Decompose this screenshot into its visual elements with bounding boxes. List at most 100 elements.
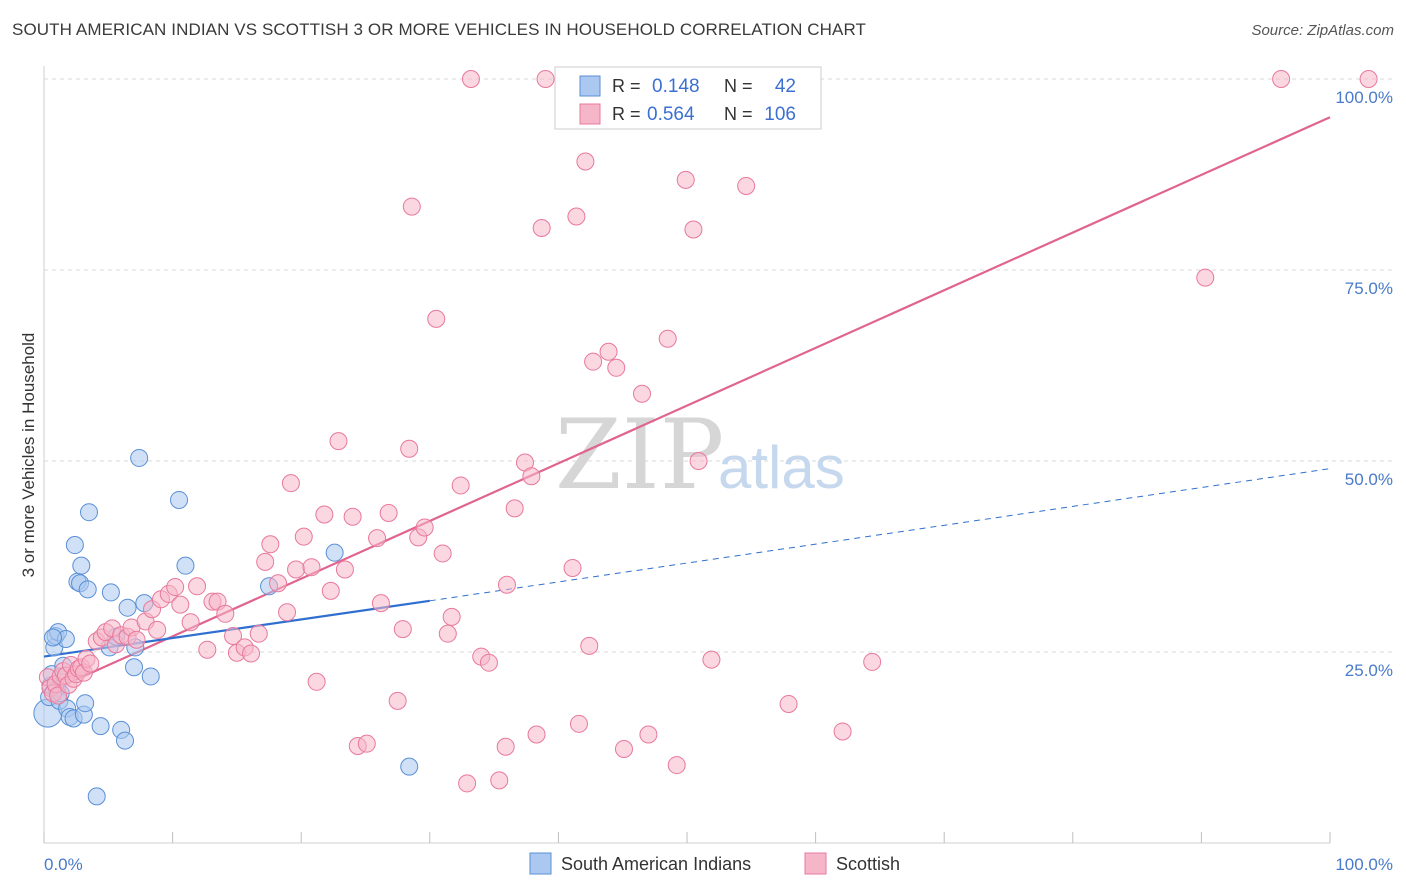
y-tick-label: 100.0% bbox=[1335, 88, 1393, 107]
south-american-indians-point bbox=[101, 583, 120, 602]
scottish-point bbox=[684, 220, 703, 239]
scottish-point bbox=[689, 452, 708, 470]
legend-n-value-pink: 106 bbox=[764, 104, 796, 125]
scottish-point bbox=[81, 654, 100, 673]
scottish-point bbox=[461, 70, 480, 88]
scottish-point bbox=[242, 644, 261, 663]
scottish-point bbox=[563, 558, 582, 577]
scottish-point bbox=[599, 342, 618, 361]
scottish-point bbox=[1272, 70, 1291, 88]
bottom-legend-swatch-pink bbox=[804, 852, 827, 875]
scottish-point bbox=[427, 309, 446, 328]
legend-r-value-pink: 0.564 bbox=[647, 104, 695, 125]
scottish-point bbox=[379, 503, 398, 522]
trend-lines bbox=[43, 116, 1331, 696]
scottish-point bbox=[497, 575, 516, 594]
scottish-point bbox=[321, 581, 340, 600]
scottish-point bbox=[676, 170, 695, 189]
scottish-point bbox=[567, 207, 586, 226]
series-legend: South American Indians Scottish bbox=[529, 852, 900, 875]
scottish-point bbox=[261, 535, 280, 554]
scottish-point bbox=[343, 507, 362, 526]
scottish-point bbox=[287, 560, 306, 579]
scottish-point bbox=[307, 672, 326, 691]
scottish-point bbox=[737, 176, 756, 195]
legend-n-label-blue: N = bbox=[724, 76, 753, 96]
south-american-indians-point bbox=[65, 536, 84, 555]
scottish-point bbox=[505, 499, 524, 518]
legend-swatch-pink bbox=[579, 103, 601, 125]
scottish-point bbox=[371, 594, 390, 613]
bottom-legend-swatch-blue bbox=[529, 852, 552, 875]
watermark-atlas: atlas bbox=[718, 434, 845, 501]
scottish-point bbox=[216, 604, 235, 623]
scottish-point bbox=[1359, 70, 1378, 88]
scottish-point bbox=[639, 725, 658, 744]
scottish-point bbox=[278, 603, 297, 622]
scottish-point bbox=[224, 626, 243, 645]
scottish-point bbox=[393, 620, 412, 639]
scottish-point bbox=[198, 640, 217, 659]
scottish-point bbox=[415, 518, 434, 537]
legend-n-label-pink: N = bbox=[724, 104, 753, 124]
south-american-indians-point bbox=[80, 503, 99, 522]
south-american-indians-point bbox=[141, 667, 160, 686]
y-tick-label: 25.0% bbox=[1345, 661, 1393, 680]
scottish-point bbox=[302, 558, 321, 577]
scottish-point bbox=[335, 560, 354, 579]
scottish-point bbox=[614, 740, 633, 759]
scottish-point bbox=[256, 552, 275, 571]
scottish-point bbox=[269, 574, 288, 593]
scottish-point bbox=[357, 734, 376, 753]
y-tick-label: 50.0% bbox=[1345, 470, 1393, 489]
source-credit: Source: ZipAtlas.com bbox=[1251, 22, 1394, 39]
south-american-indians-point bbox=[116, 731, 135, 750]
scottish-point bbox=[532, 218, 551, 237]
scottish-point bbox=[148, 620, 167, 639]
south-american-indians-point bbox=[72, 556, 91, 575]
scottish-point bbox=[166, 578, 185, 597]
south-american-indians-point bbox=[170, 490, 189, 509]
scottish-point bbox=[171, 595, 190, 614]
scottish-point bbox=[833, 722, 852, 741]
scottish-point bbox=[580, 636, 599, 655]
gridlines bbox=[44, 78, 1392, 653]
south-american-indians-point bbox=[91, 717, 110, 736]
south-american-indians-point bbox=[400, 757, 419, 776]
legend-r-label-pink: R = bbox=[612, 104, 641, 124]
scottish-point bbox=[442, 607, 461, 626]
scottish-point bbox=[281, 474, 300, 493]
scottish-point bbox=[368, 529, 387, 548]
south-american-indians-point bbox=[118, 598, 137, 617]
scottish-point bbox=[658, 329, 677, 348]
correlation-legend: R = 0.148 N = 42 R = 0.564 N = 106 bbox=[554, 66, 822, 130]
scottish-point bbox=[315, 505, 334, 524]
scottish-point bbox=[388, 691, 407, 710]
south-american-indians-point bbox=[125, 658, 144, 677]
x-tick-label-min: 0.0% bbox=[44, 855, 83, 874]
scottish-point bbox=[527, 725, 546, 744]
scottish-point bbox=[536, 70, 555, 88]
south-american-indians-point bbox=[44, 628, 63, 647]
series-scottish bbox=[38, 70, 1378, 793]
scottish-point bbox=[458, 774, 477, 793]
scottish-point bbox=[451, 476, 470, 495]
scottish-point bbox=[402, 197, 421, 216]
scottish-point bbox=[522, 467, 541, 486]
legend-swatch-blue bbox=[579, 75, 601, 97]
legend-r-label-blue: R = bbox=[612, 76, 641, 96]
scottish-point bbox=[496, 737, 515, 756]
south-american-indians-point bbox=[176, 556, 195, 575]
south-american-indians-point bbox=[87, 787, 106, 806]
bottom-legend-label-pink: Scottish bbox=[836, 854, 900, 874]
south-american-indians-point bbox=[130, 448, 149, 467]
scottish-point bbox=[433, 544, 452, 563]
trend-extension-south-american-indians bbox=[429, 468, 1331, 602]
scottish-point bbox=[294, 527, 313, 546]
x-tick-label-max: 100.0% bbox=[1335, 855, 1393, 874]
bottom-legend-label-blue: South American Indians bbox=[561, 854, 751, 874]
scottish-point bbox=[400, 439, 419, 458]
scottish-point bbox=[1196, 268, 1215, 287]
scottish-point bbox=[779, 694, 798, 713]
trend-line-scottish bbox=[43, 116, 1331, 696]
